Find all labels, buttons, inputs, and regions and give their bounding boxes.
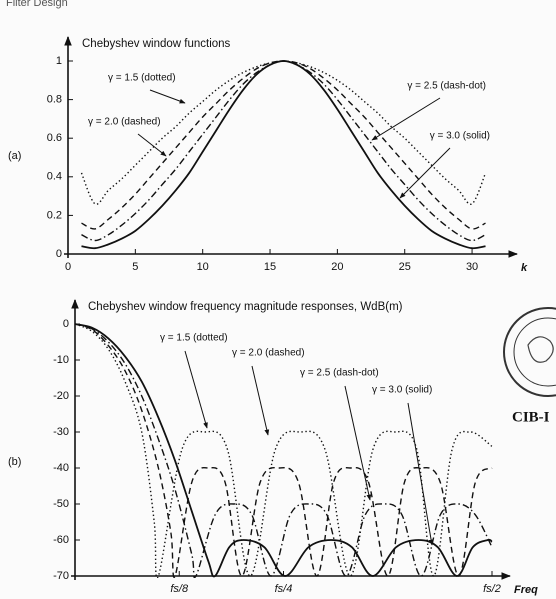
y-tick-label: 1 [56,55,62,67]
series-line [74,323,493,578]
series-label: γ = 1.5 (dotted) [108,73,176,84]
series-label: γ = 2.5 (dash-dot) [407,81,486,92]
y-tick-label: 0 [63,318,69,330]
x-tick-label: 25 [399,261,411,273]
page-header: Filter Design [6,0,68,9]
series-line [74,323,493,578]
x-tick-label: 20 [331,261,343,273]
seal [503,307,556,397]
annotation-arrow [149,89,186,104]
annotation-arrow [251,365,270,436]
y-tick-label: -30 [53,426,69,438]
series-label: γ = 3.0 (solid) [372,385,432,396]
panel-label: (b) [8,456,21,468]
x-tick-label: 30 [466,261,478,273]
series-label: γ = 2.0 (dashed) [88,117,161,128]
annotation-arrow [137,133,167,157]
series-label: γ = 2.0 (dashed) [232,348,305,359]
y-tick-label: -10 [53,354,69,366]
chart-title: Chebyshev window frequency magnitude res… [88,301,403,313]
series-line [74,323,493,578]
y-tick-label: -50 [53,498,69,510]
y-tick-label: -60 [53,534,69,546]
annotation-arrow [371,97,441,141]
x-tick-label: fs/2 [483,583,501,595]
series-line [81,60,486,250]
series-label: γ = 1.5 (dotted) [160,333,228,344]
x-axis-label: Freq [514,584,538,596]
x-tick-label: 5 [132,261,138,273]
y-tick-label: -70 [53,570,69,582]
x-tick-label: 15 [264,261,276,273]
series-label: γ = 2.5 (dash-dot) [300,368,379,379]
annotation-arrow [407,402,434,546]
y-tick-label: 0.4 [47,171,62,183]
x-axis-label: k [521,262,528,274]
x-tick-label: 0 [65,261,71,273]
series-line [74,323,493,578]
panel-label: (a) [8,150,21,162]
y-tick-label: 0.6 [47,132,62,144]
y-tick-label: -40 [53,462,69,474]
chart-title: Chebyshev window functions [82,38,231,50]
annotation-arrow [184,350,208,429]
y-tick-label: 0.8 [47,94,62,106]
stamp-text: CIB-I [512,409,550,425]
y-tick-label: 0.2 [47,209,62,221]
x-tick-label: fs/4 [275,583,293,595]
y-tick-label: -20 [53,390,69,402]
x-tick-label: 10 [197,261,209,273]
annotation-arrow [344,385,372,501]
annotation-arrow [399,147,451,199]
y-tick-label: 0 [56,248,62,260]
x-tick-label: fs/8 [170,583,189,595]
series-label: γ = 3.0 (solid) [430,131,490,142]
